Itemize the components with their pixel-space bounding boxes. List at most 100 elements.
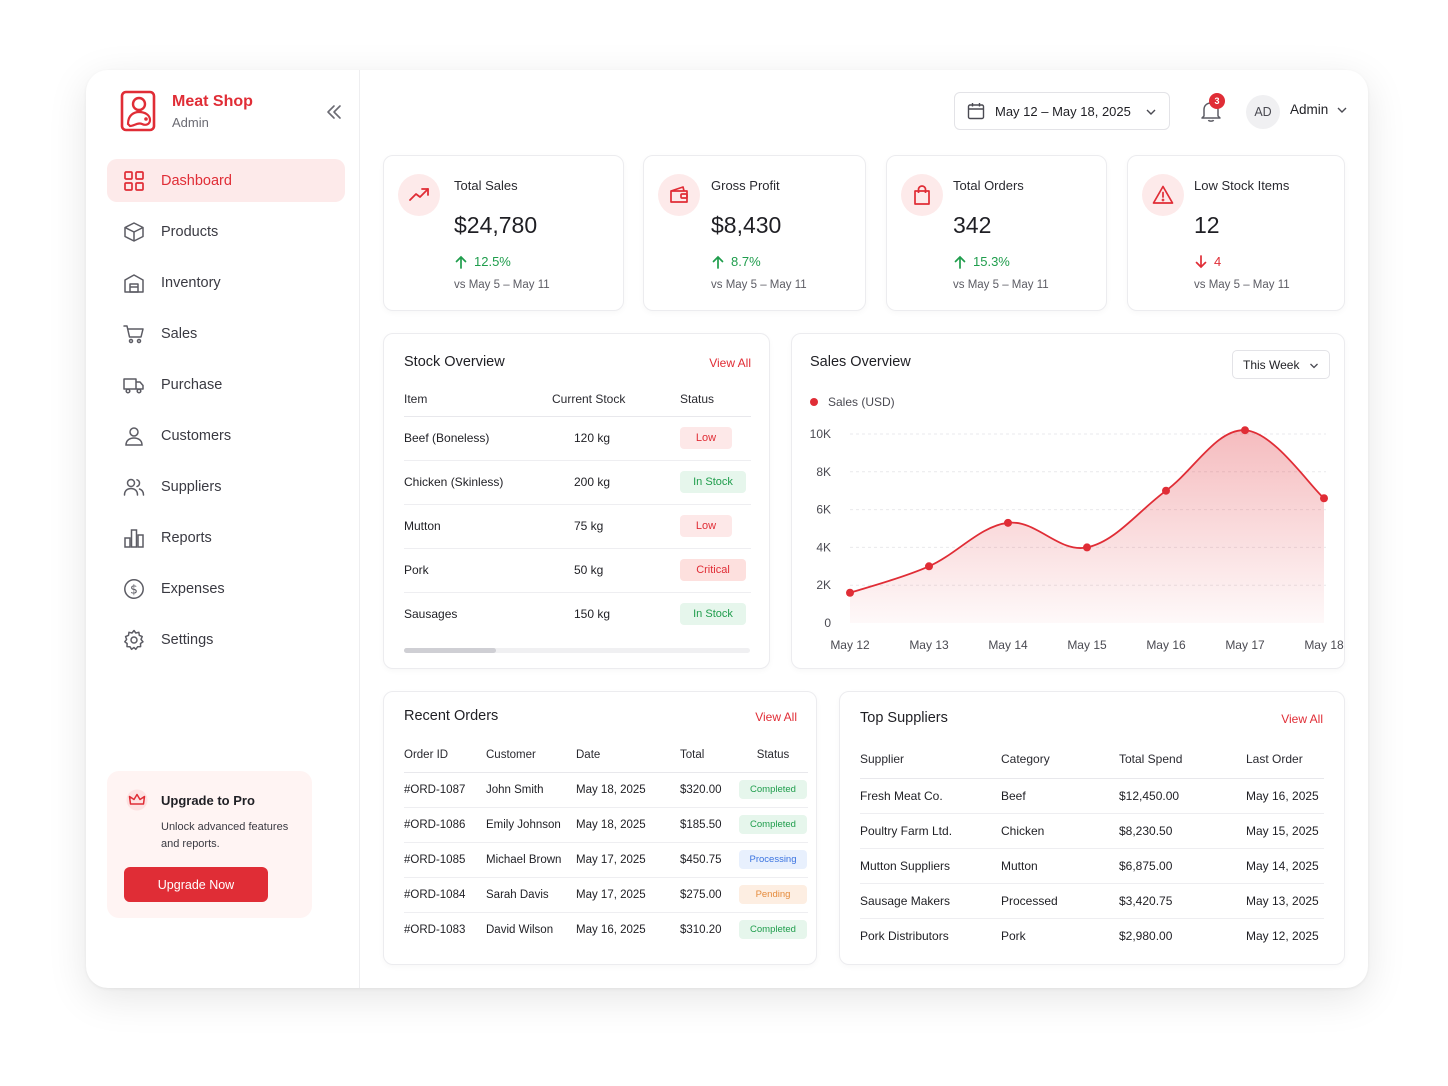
user-menu[interactable]: Admin bbox=[1290, 102, 1348, 117]
item-name-cell: Chicken (Skinless) bbox=[404, 460, 552, 505]
user-name: Admin bbox=[1290, 102, 1329, 117]
table-row[interactable]: #ORD-1086 Emily Johnson May 18, 2025 $185.5… bbox=[404, 807, 808, 843]
sidebar-item-label: Expenses bbox=[161, 580, 225, 597]
date-range-picker[interactable]: May 12 – May 18, 2025 bbox=[954, 92, 1170, 130]
kpi-card-total-sales: Total Sales $24,780 12.5% vs May 5 – May… bbox=[383, 155, 624, 311]
sidebar-item-expenses[interactable]: $ Expenses bbox=[107, 567, 345, 610]
column-header: Customer bbox=[486, 738, 576, 773]
category-cell: Mutton bbox=[1001, 848, 1119, 884]
kpi-card-low-stock: Low Stock Items 12 4 vs May 5 – May 11 bbox=[1127, 155, 1345, 311]
stock-view-all-link[interactable]: View All bbox=[709, 356, 751, 370]
kpi-value: 12 bbox=[1194, 212, 1220, 238]
sidebar-item-reports[interactable]: Reports bbox=[107, 516, 345, 559]
meat-shop-logo-icon bbox=[120, 90, 156, 132]
sidebar-item-inventory[interactable]: Inventory bbox=[107, 261, 345, 304]
x-tick-label: May 14 bbox=[988, 638, 1028, 652]
status-badge: Low bbox=[680, 515, 732, 537]
sidebar-item-suppliers[interactable]: Suppliers bbox=[107, 465, 345, 508]
upgrade-now-button[interactable]: Upgrade Now bbox=[124, 867, 268, 902]
y-tick-label: 2K bbox=[816, 578, 831, 592]
chart-legend: Sales (USD) bbox=[810, 395, 895, 409]
suppliers-view-all-link[interactable]: View All bbox=[1281, 712, 1323, 726]
supplier-name-cell: Pork Distributors bbox=[860, 928, 949, 943]
sidebar-item-customers[interactable]: Customers bbox=[107, 414, 345, 457]
item-name-cell: Pork bbox=[404, 548, 552, 593]
table-row[interactable]: Sausage Makers Processed $3,420.75 May 13, … bbox=[860, 883, 1324, 919]
table-row[interactable]: Poultry Farm Ltd. Chicken $8,230.50 May 15,… bbox=[860, 813, 1324, 849]
card-title: Sales Overview bbox=[810, 354, 911, 370]
app-window: Meat Shop Admin Dashboard Products bbox=[86, 70, 1368, 988]
scrollbar-thumb[interactable] bbox=[404, 648, 496, 653]
sidebar-item-sales[interactable]: Sales bbox=[107, 312, 345, 355]
users-icon bbox=[122, 475, 146, 499]
table-row[interactable]: Mutton 75 kg Low bbox=[404, 504, 751, 549]
shopping-bag-icon bbox=[901, 174, 943, 216]
sidebar-item-purchase[interactable]: Purchase bbox=[107, 363, 345, 406]
status-cell: Completed bbox=[738, 807, 808, 843]
recent-orders-card: Recent Orders View All Order ID Customer… bbox=[383, 691, 817, 965]
gear-icon bbox=[122, 628, 146, 652]
total-spend-cell: $6,875.00 bbox=[1119, 848, 1246, 884]
order-id-cell: #ORD-1083 bbox=[404, 923, 466, 936]
kpi-value: 342 bbox=[953, 212, 992, 238]
status-badge: In Stock bbox=[680, 603, 746, 626]
sidebar-item-dashboard[interactable]: Dashboard bbox=[107, 159, 345, 202]
legend-swatch bbox=[810, 398, 818, 406]
order-id-cell: #ORD-1086 bbox=[404, 807, 486, 843]
total-cell: $320.00 bbox=[680, 772, 738, 808]
date-cell: May 18, 2025 bbox=[576, 807, 680, 843]
sales-overview-card: Sales Overview This Week Sales (USD) 0 2K… bbox=[791, 333, 1345, 669]
status-badge: Completed bbox=[739, 920, 807, 940]
avatar[interactable]: AD bbox=[1246, 95, 1280, 129]
brand[interactable]: Meat Shop Admin bbox=[120, 90, 253, 134]
card-title: Stock Overview bbox=[404, 354, 505, 370]
y-tick-label: 4K bbox=[816, 540, 831, 554]
period-select[interactable]: This Week bbox=[1232, 350, 1330, 379]
kpi-delta: 4 bbox=[1194, 254, 1221, 269]
table-row[interactable]: Pork 50 kg Critical bbox=[404, 548, 751, 593]
table-row[interactable]: Mutton Suppliers Mutton $6,875.00 May 14, 2… bbox=[860, 848, 1324, 884]
data-point bbox=[1162, 486, 1170, 495]
status-badge: Low bbox=[680, 427, 732, 449]
horizontal-scrollbar[interactable] bbox=[404, 648, 750, 653]
table-row[interactable]: #ORD-1085 Michael Brown May 17, 2025 $450.7… bbox=[404, 842, 808, 878]
sidebar-item-label: Customers bbox=[161, 427, 232, 444]
date-cell: May 18, 2025 bbox=[576, 772, 680, 808]
kpi-compare: vs May 5 – May 11 bbox=[454, 279, 550, 291]
status-cell: Pending bbox=[738, 877, 808, 913]
category-cell: Processed bbox=[1001, 883, 1119, 919]
sidebar-item-settings[interactable]: Settings bbox=[107, 618, 345, 661]
brand-subtitle: Admin bbox=[172, 115, 209, 130]
kpi-delta: 8.7% bbox=[711, 254, 761, 269]
orders-view-all-link[interactable]: View All bbox=[755, 710, 797, 724]
wallet-icon bbox=[658, 174, 700, 216]
arrow-down-icon bbox=[1195, 254, 1207, 268]
customer-cell: John Smith bbox=[486, 772, 576, 808]
table-row[interactable]: #ORD-1084 Sarah Davis May 17, 2025 $275.00 P… bbox=[404, 877, 808, 913]
x-tick-label: May 18 bbox=[1304, 638, 1344, 652]
sidebar-item-products[interactable]: Products bbox=[107, 210, 345, 253]
supplier-name-cell: Poultry Farm Ltd. bbox=[860, 813, 1001, 849]
collapse-sidebar-icon[interactable] bbox=[324, 102, 344, 122]
table-row[interactable]: Fresh Meat Co. Beef $12,450.00 May 16, 2025 bbox=[860, 778, 1324, 814]
supplier-name-cell: Fresh Meat Co. bbox=[860, 778, 1001, 814]
kpi-delta-value: 12.5% bbox=[474, 254, 511, 269]
kpi-compare: vs May 5 – May 11 bbox=[1194, 279, 1290, 291]
table-row[interactable]: #ORD-1087 John Smith May 18, 2025 $320.00 Co… bbox=[404, 772, 808, 808]
kpi-label: Total Sales bbox=[454, 178, 518, 193]
kpi-label: Gross Profit bbox=[711, 178, 780, 193]
last-order-cell: May 13, 2025 bbox=[1246, 883, 1324, 919]
table-row[interactable]: Sausages 150 kg In Stock bbox=[404, 592, 751, 636]
table-row[interactable]: #ORD-1083 David Wilson May 16, 2025 $310.20… bbox=[404, 912, 808, 947]
kpi-value: $8,430 bbox=[711, 212, 782, 238]
arrow-up-icon bbox=[455, 255, 467, 269]
table-row[interactable]: Pork Distributors Pork $2,980.00 May 12, 20… bbox=[860, 918, 1324, 953]
category-cell: Chicken bbox=[1001, 813, 1119, 849]
table-row[interactable]: Chicken (Skinless) 200 kg In Stock bbox=[404, 460, 751, 505]
bar-chart-icon bbox=[122, 526, 146, 550]
stock-quantity-cell: 50 kg bbox=[552, 548, 680, 593]
arrow-up-icon bbox=[954, 255, 966, 269]
table-row[interactable]: Beef (Boneless) 120 kg Low bbox=[404, 416, 751, 461]
total-spend-cell: $8,230.50 bbox=[1119, 813, 1246, 849]
upgrade-card: Upgrade to Pro Unlock advanced features … bbox=[107, 771, 312, 918]
